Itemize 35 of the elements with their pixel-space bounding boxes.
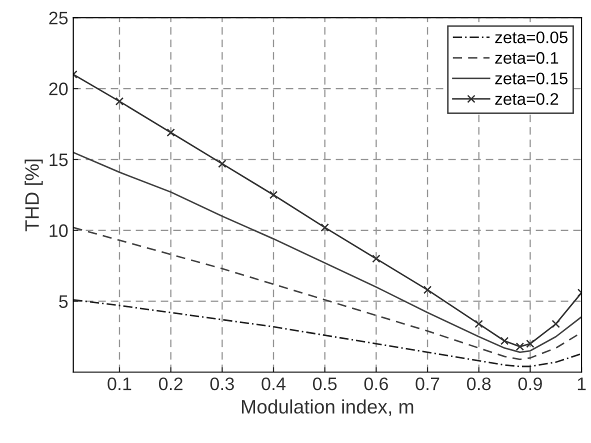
y-tick-label: 25 [49,12,68,24]
x-tick-label: 0.5 [313,377,337,390]
y-tick-label: 5 [59,295,68,308]
x-tick-label: 1 [578,378,586,390]
point [474,320,484,328]
legend-label: zeta=0.15 [495,72,568,84]
x-tick-label: 0.8 [467,377,491,390]
point [552,320,560,328]
x-tick-label: 0.7 [416,377,440,390]
y-axis-title: THD [%] [24,160,43,232]
y-tick-label: 15 [50,154,68,166]
point [423,286,432,294]
point [372,254,380,263]
legend-label: zeta=0.2 [495,93,558,105]
y-tick-label: 20 [49,82,68,96]
x-tick-label: 0.1 [108,377,132,390]
line-series [73,299,582,368]
x-tick-label: 0.2 [158,377,182,390]
point [269,190,278,200]
y-tick-label: 10 [50,224,68,238]
x-axis-title: Modulation index, m [242,399,414,416]
x-tick-label: 0.9 [518,377,542,390]
point [526,340,534,348]
line-series [73,152,582,354]
point [500,336,509,346]
point [115,97,124,106]
legend-label: zeta=0.05 [495,31,568,44]
point [166,128,175,137]
point [218,160,226,168]
legend-label: zeta=0.1 [495,52,558,64]
x-tick-label: 0.4 [262,377,286,390]
point [320,223,330,232]
x-tick-label: 0.6 [364,377,388,390]
point [516,342,524,351]
x-tick-label: 0.3 [210,377,234,390]
